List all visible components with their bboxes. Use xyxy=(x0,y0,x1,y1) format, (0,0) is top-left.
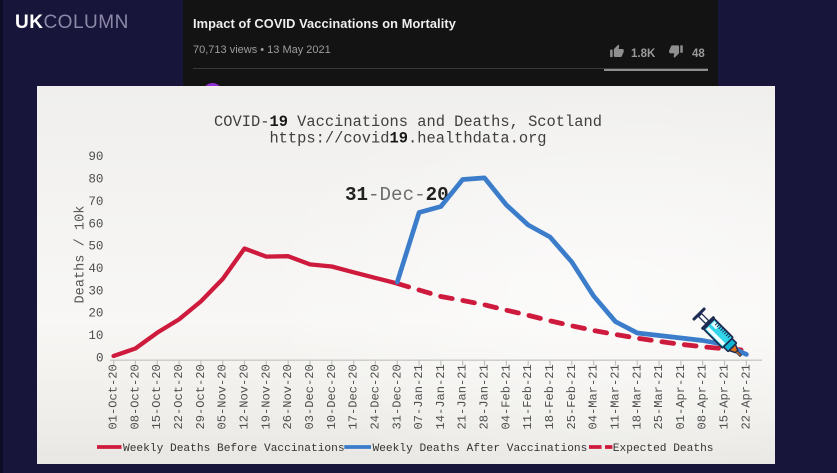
svg-text:90: 90 xyxy=(88,150,103,164)
svg-text:18-Mar-21: 18-Mar-21 xyxy=(630,364,644,429)
svg-text:25-Mar-21: 25-Mar-21 xyxy=(652,364,666,429)
svg-text:70: 70 xyxy=(88,195,103,209)
svg-text:40: 40 xyxy=(88,262,103,276)
svg-text:26-Nov-20: 26-Nov-20 xyxy=(281,364,295,429)
svg-text:1.8K: 1.8K xyxy=(631,48,656,60)
svg-text:07-Jan-21: 07-Jan-21 xyxy=(412,364,426,429)
svg-text:10: 10 xyxy=(88,329,103,343)
svg-text:12-Nov-20: 12-Nov-20 xyxy=(238,364,252,429)
svg-text:18-Feb-21: 18-Feb-21 xyxy=(543,364,557,429)
svg-text:19-Nov-20: 19-Nov-20 xyxy=(259,364,273,429)
svg-text:Deaths / 10k: Deaths / 10k xyxy=(74,206,89,304)
svg-text:31-Dec-20: 31-Dec-20 xyxy=(345,184,449,206)
svg-text:04-Feb-21: 04-Feb-21 xyxy=(499,364,513,429)
svg-text:17-Dec-20: 17-Dec-20 xyxy=(347,364,361,429)
svg-text:Weekly Deaths After Vaccinatio: Weekly Deaths After Vaccinations xyxy=(373,443,588,455)
svg-text:30: 30 xyxy=(88,284,103,298)
svg-text:15-Oct-20: 15-Oct-20 xyxy=(150,364,164,429)
svg-text:80: 80 xyxy=(88,173,103,187)
svg-text:11-Mar-21: 11-Mar-21 xyxy=(609,364,623,429)
svg-text:20: 20 xyxy=(88,307,103,321)
svg-text:15-Apr-21: 15-Apr-21 xyxy=(718,364,732,429)
svg-text:60: 60 xyxy=(88,217,103,231)
svg-text:22-Apr-21: 22-Apr-21 xyxy=(739,364,753,429)
svg-text:24-Dec-20: 24-Dec-20 xyxy=(368,364,382,429)
svg-text:11-Feb-21: 11-Feb-21 xyxy=(521,364,535,429)
svg-text:03-Dec-20: 03-Dec-20 xyxy=(303,364,317,429)
svg-text:01-Apr-21: 01-Apr-21 xyxy=(674,364,688,429)
svg-text:08-Apr-21: 08-Apr-21 xyxy=(696,364,710,429)
svg-text:COVID-19 Vaccinations and Deat: COVID-19 Vaccinations and Deaths, Scotla… xyxy=(214,113,602,131)
svg-text:31-Dec-20: 31-Dec-20 xyxy=(390,364,404,429)
svg-text:05-Nov-20: 05-Nov-20 xyxy=(216,364,230,429)
svg-text:50: 50 xyxy=(88,240,103,254)
svg-text:29-Oct-20: 29-Oct-20 xyxy=(194,364,208,429)
svg-text:25-Feb-21: 25-Feb-21 xyxy=(565,364,579,429)
svg-text:21-Jan-21: 21-Jan-21 xyxy=(456,364,470,429)
svg-text:01-Oct-20: 01-Oct-20 xyxy=(107,364,121,429)
svg-text:0: 0 xyxy=(96,351,104,365)
svg-text:22-Oct-20: 22-Oct-20 xyxy=(172,364,186,429)
svg-text:04-Mar-21: 04-Mar-21 xyxy=(587,364,601,429)
svg-text:Expected Deaths: Expected Deaths xyxy=(613,443,714,455)
svg-text:https://covid19.healthdata.org: https://covid19.healthdata.org xyxy=(269,130,546,148)
svg-text:Weekly Deaths Before Vaccinati: Weekly Deaths Before Vaccinations xyxy=(123,443,345,455)
svg-text:48: 48 xyxy=(692,48,705,60)
svg-text:08-Oct-20: 08-Oct-20 xyxy=(128,364,142,429)
svg-text:14-Jan-21: 14-Jan-21 xyxy=(434,364,448,429)
svg-text:10-Dec-20: 10-Dec-20 xyxy=(325,364,339,429)
svg-text:28-Jan-21: 28-Jan-21 xyxy=(478,364,492,429)
